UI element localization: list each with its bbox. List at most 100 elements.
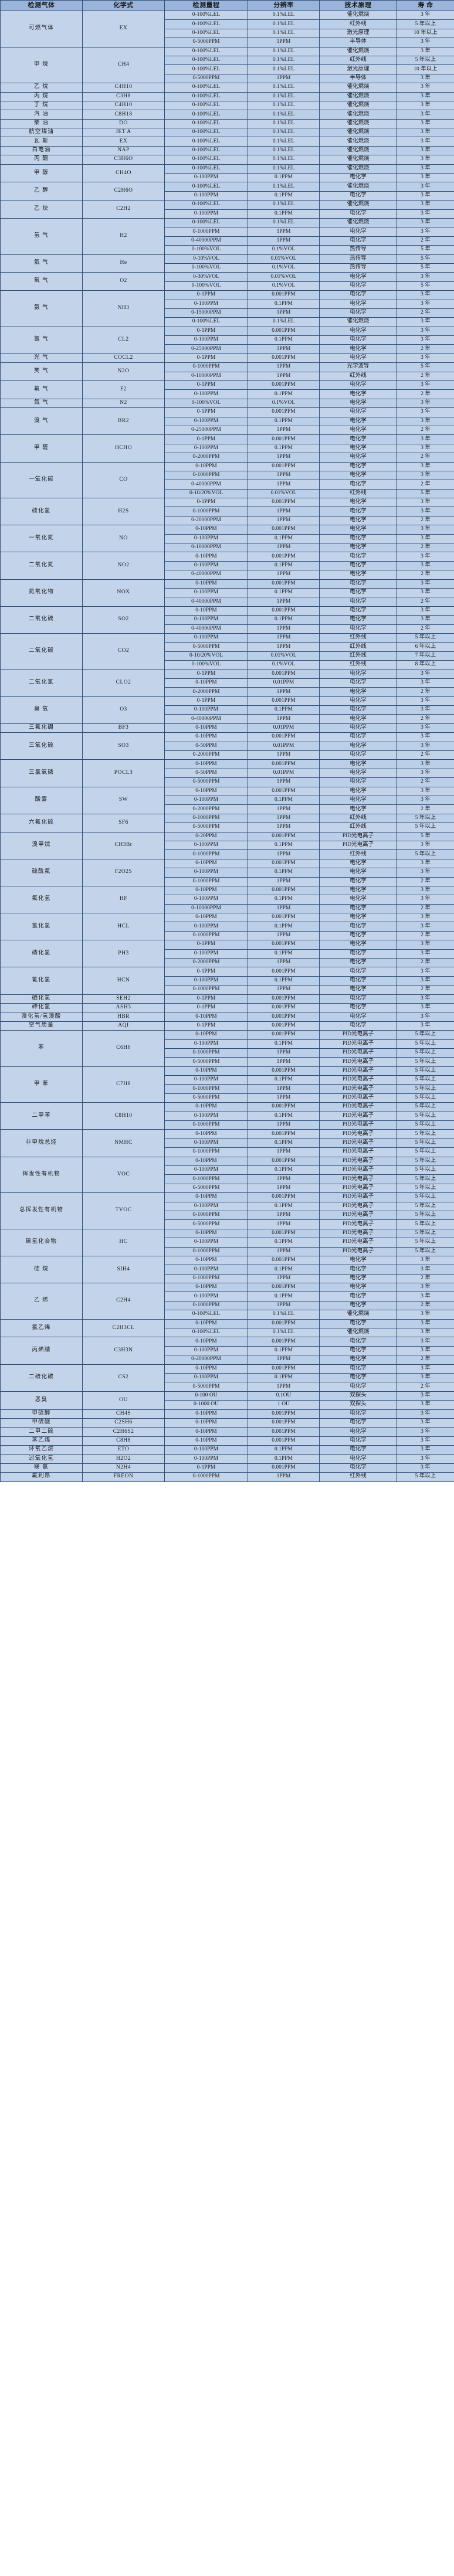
table-row: 0-100PPM 0.1PPM PID光电离子 5 年以上 [1, 1111, 454, 1122]
gas-name-cell: 磷化氢 [0, 940, 83, 968]
resolution-cell: 0.1%LEL [248, 118, 320, 129]
lifetime-cell: 3 年 [397, 83, 454, 93]
lifetime-cell: 3 年 [397, 326, 454, 337]
detection-range-cell: 0-1PPM [164, 967, 248, 977]
technology-cell: PID光电离子 [319, 1138, 397, 1148]
detection-range-cell: 0-100PPM [164, 1238, 248, 1248]
lifetime-cell: 5 年以上 [397, 1129, 454, 1139]
resolution-cell: 0.1PPM [248, 1075, 320, 1085]
table-row: 0-1000PPM 1PPM 电化学 2 年 [1, 876, 454, 886]
lifetime-cell: 3 年 [397, 976, 454, 986]
technology-cell: 电化学 [319, 1021, 397, 1031]
lifetime-cell: 3 年 [397, 1021, 454, 1031]
table-row: 硫化氢 H2S 0-1PPM 0.001PPM 电化学 3 年 [0, 498, 454, 526]
resolution-cell: 0.001PPM [248, 1102, 320, 1112]
table-row: 汽 油 C8H18 0-100%LEL 0.1%LEL 催化燃烧 3 年 [0, 110, 454, 120]
table-row: 臭 氧 O3 0-1PPM 0.001PPM 电化学 3 年 [0, 696, 454, 724]
detection-range-cell: 0-1000PPM [164, 985, 248, 995]
lifetime-cell: 3 年 [397, 868, 454, 878]
detection-range-cell: 0-1PPM [164, 1463, 248, 1473]
detection-range-cell: 0-1PPM [164, 498, 248, 508]
resolution-cell: 1PPM [248, 1147, 320, 1157]
table-row: 0-100PPM 0.1PPM 电化学 3 年 [1, 922, 454, 932]
lifetime-cell: 3 年 [397, 615, 454, 625]
detection-range-cell: 0-15000PPM [164, 308, 248, 318]
detection-range-cell: 0-1000PPM [164, 1174, 248, 1184]
table-row: 0-100%LEL 0.1%LEL 激光原理 10 年以上 [1, 28, 454, 39]
detection-range-cell: 0-2000PPM [164, 804, 248, 814]
detection-range-cell: 0-10000PPM [164, 543, 248, 553]
gas-name-cell: 氯乙烯 [0, 1318, 83, 1338]
technology-cell: 电化学 [319, 272, 397, 282]
gas-name-cell: 挥发性有机物 [0, 1156, 83, 1194]
resolution-cell: 0.1%LEL [248, 1328, 320, 1338]
gas-name-cell: 一氧化碳 [0, 461, 83, 499]
technology-cell: PID光电离子 [319, 1183, 397, 1194]
table-row: 0-100%LEL 0.1%LEL 红外线 5 年以上 [1, 55, 454, 66]
chemical-formula-cell: SW [82, 786, 165, 814]
chemical-formula-cell: EX [82, 11, 165, 47]
detection-range-cell: 0-100PPM [164, 560, 248, 571]
lifetime-cell: 2 年 [397, 453, 454, 463]
detection-range-cell: 0-1PPM [164, 326, 248, 337]
table-row: 二甲苯 C8H10 0-10PPM 0.001PPM PID光电离子 5 年以上 [0, 1102, 454, 1130]
table-row: 0-100PPM 0.1PPM PID光电离子 5 年以上 [1, 1075, 454, 1085]
resolution-cell: 0.1PPM [248, 795, 320, 806]
lifetime-cell: 5 年以上 [397, 19, 454, 29]
table-row: 0-50PPM 0.01PPM 电化学 3 年 [1, 768, 454, 779]
chemical-formula-cell: H2O2 [82, 1454, 165, 1464]
technology-cell: 电化学 [319, 1436, 397, 1446]
resolution-cell: 0.1%LEL [248, 128, 320, 138]
table-row: 0-40000PPM 1PPM 电化学 2 年 [1, 236, 454, 246]
chemical-formula-cell: C2H6O [82, 182, 165, 201]
chemical-formula-cell: NH3 [82, 290, 165, 327]
resolution-cell: 0.1PPM [248, 1445, 320, 1455]
lifetime-cell: 3 年 [397, 840, 454, 851]
technology-cell: PID光电离子 [319, 1147, 397, 1157]
resolution-cell: 0.1PPM [248, 922, 320, 932]
resolution-cell: 0.1%LEL [248, 218, 320, 228]
resolution-cell: 0.1PPM [248, 191, 320, 201]
gas-name-cell: 二氧化硫 [0, 606, 83, 634]
lifetime-cell: 2 年 [397, 515, 454, 526]
table-row: 0-1000PPM 1PPM 电化学 3 年 [1, 507, 454, 516]
chemical-formula-cell: C2H6S2 [82, 1427, 165, 1437]
technology-cell: PID光电离子 [319, 1228, 397, 1239]
resolution-cell: 0.1%VOL [248, 281, 320, 291]
resolution-cell: 0.1PPM [248, 1111, 320, 1122]
resolution-cell: 1PPM [248, 362, 320, 372]
chemical-formula-cell: NAP [82, 145, 165, 156]
technology-cell: 催化燃烧 [319, 128, 397, 138]
chemical-formula-cell: SEH2 [82, 994, 165, 1004]
detection-range-cell: 0-100%LEL [164, 28, 248, 39]
detection-range-cell: 0-100PPM [164, 1138, 248, 1148]
detection-range-cell: 0-10PPM [164, 1129, 248, 1139]
detection-range-cell: 0-1PPM [164, 994, 248, 1004]
detection-range-cell: 0-50PPM [164, 741, 248, 752]
technology-cell: 电化学 [319, 994, 397, 1004]
detection-range-cell: 0-40000PPM [164, 236, 248, 246]
table-row: 0-25000PPM 1PPM 电化学 2 年 [1, 344, 454, 354]
technology-cell: 电化学 [319, 624, 397, 634]
resolution-cell: 1PPM [248, 633, 320, 643]
technology-cell: PID光电离子 [319, 1120, 397, 1130]
resolution-cell: 1PPM [248, 1174, 320, 1184]
table-row: 0-40000PPM 1PPM 电化学 2 年 [1, 597, 454, 607]
technology-cell: 电化学 [319, 903, 397, 914]
gas-name-cell: 臭 氧 [0, 696, 83, 724]
table-row: 氯乙烯 C2H3CL 0-10PPM 0.001PPM 电化学 3 年 [0, 1318, 454, 1338]
gas-name-cell: 可燃气体 [0, 11, 83, 47]
detection-range-cell: 0-100%LEL [164, 118, 248, 129]
chemical-formula-cell: C3H6O [82, 155, 165, 165]
lifetime-cell: 3 年 [397, 218, 454, 228]
lifetime-cell: 3 年 [397, 407, 454, 417]
chemical-formula-cell: O2 [82, 272, 165, 291]
resolution-cell: 0.1%LEL [248, 10, 320, 21]
lifetime-cell: 3 年 [397, 732, 454, 742]
table-row: 氯 气 CL2 0-1PPM 0.001PPM 电化学 3 年 [0, 326, 454, 354]
detection-range-cell: 0-20000PPM [164, 1355, 248, 1365]
table-row: 0-100%LEL 0.1%LEL 催化燃烧 3 年 [1, 1310, 454, 1320]
resolution-cell: 0.1%LEL [248, 317, 320, 327]
technology-cell: PID光电离子 [319, 1129, 397, 1139]
technology-cell: 电化学 [319, 723, 397, 733]
